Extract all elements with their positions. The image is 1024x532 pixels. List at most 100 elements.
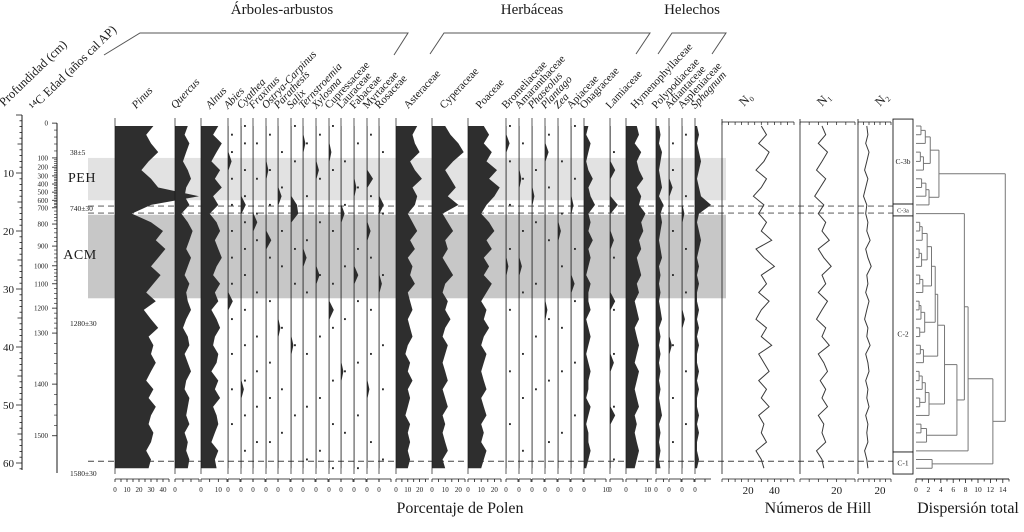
taxon-panel-Abies [228,126,233,469]
group-header-helechos: Helechos [664,2,720,18]
taxon-presence-dot [522,352,524,355]
taxon-presence-dot [306,195,308,198]
c14-date-label: 1580±30 [70,468,97,478]
taxon-presence-dot [294,125,296,127]
taxon-curve-Cyathea [241,126,246,469]
taxon-curve-Cyperaceae [432,126,464,469]
taxon-panel-Pinus [115,126,199,469]
taxon-presence-dot [281,186,283,189]
group-header-herbaceas: Herbáceas [500,2,564,18]
taxon-tick-label: 0 [199,486,203,494]
taxon-presence-dot [370,256,372,259]
taxon-presence-dot [319,335,321,338]
taxon-presence-dot [574,125,576,127]
taxon-presence-dot [231,423,233,426]
taxon-curve-Rosaceae [379,126,384,469]
taxon-tick-label: 20 [491,486,499,494]
taxon-presence-dot [269,133,271,136]
taxon-presence-dot [231,318,233,321]
taxon-tick-label: 10 [442,486,450,494]
taxon-panel-Salix [291,125,299,469]
taxon-presence-dot [332,282,334,285]
depth-tick-label: 30 [3,284,15,296]
taxon-curve-Sphagnum [695,126,711,469]
cluster-zone-label-C-3b: C-3b [896,157,911,166]
caption-hill: Números de Hill [764,500,872,517]
taxon-tick-label: 0 [624,486,628,494]
taxon-presence-dot [244,247,246,250]
taxon-curve-Fabaceae [354,126,359,469]
taxon-presence-dot [382,388,384,391]
taxon-tick-label: 0 [543,486,547,494]
age-tick-label: 200 [38,164,49,172]
age-tick-label: 500 [38,189,49,197]
taxon-tick-label: 0 [556,486,560,494]
taxon-presence-dot [256,370,258,373]
taxon-tick-label: 40 [160,486,168,494]
taxon-presence-dot [357,300,359,303]
taxon-panel-Hymenophyllaceae [626,126,646,469]
taxon-presence-dot [522,177,524,180]
hill-panel-2 [862,125,872,469]
taxon-presence-dot [522,230,524,232]
taxon-presence-dot [306,458,308,461]
taxon-presence-dot [548,239,550,242]
taxon-presence-dot [548,379,550,382]
taxon-panel-Fabaceae [354,126,359,470]
group-bracket-helechos [657,32,727,55]
taxon-presence-dot [256,441,258,444]
taxon-presence-dot [269,256,271,259]
taxon-presence-dot [672,169,674,171]
taxon-curve-Alnus [201,126,222,469]
dispersion-tick-label: 2 [927,485,931,494]
dispersion-tick-label: 6 [951,485,955,494]
age-tick-label: 100 [38,154,49,162]
taxon-tick-label: 0 [582,486,586,494]
taxon-presence-dot [672,344,674,347]
taxon-tick-label: 20 [455,486,463,494]
taxon-curve-Adiantaceae [669,126,673,469]
taxon-presence-dot [357,186,359,189]
taxon-presence-dot [685,423,687,426]
taxon-presence-dot [231,388,233,391]
taxon-presence-dot [685,195,687,198]
taxon-curve-Apiaceae [571,126,575,469]
taxon-presence-dot [244,142,246,145]
depth-tick-label: 50 [3,400,15,412]
taxon-presence-dot [306,291,308,294]
taxon-curve-Quercus [175,126,193,469]
taxon-presence-dot [685,247,687,250]
taxon-presence-dot [357,361,359,364]
age-tick-label: 1000 [34,262,49,270]
hill-panel-0 [752,125,776,469]
taxon-tick-label: 0 [430,486,434,494]
taxon-panel-Sphagnum [695,126,711,469]
taxon-presence-dot [535,282,537,285]
taxon-curve-Poaceae [468,126,500,469]
age-tick-label: 400 [38,181,49,189]
age-tick-label: 300 [38,172,49,180]
hill-panel-1 [814,125,832,469]
taxon-presence-dot [306,405,308,408]
taxon-presence-dot [344,370,346,373]
hill-tick-label: 20 [831,485,843,497]
dispersion-tick-label: 4 [939,485,943,494]
taxon-presence-dot [269,441,271,444]
taxon-presence-dot [231,151,233,154]
zone-label-acm: ACM [63,248,97,263]
taxon-presence-dot [672,274,674,276]
taxon-presence-dot [613,256,615,259]
taxon-presence-dot [256,212,258,215]
taxon-presence-dot [382,274,384,276]
taxon-tick-label: 10 [404,486,412,494]
taxon-curve-Fraxinus [253,126,258,469]
taxon-presence-dot [244,414,246,417]
dispersion-tick-label: 0 [914,485,918,494]
taxon-presence-dot [672,441,674,444]
taxon-presence-dot [370,195,372,198]
taxon-curve-Xylosma [316,126,320,469]
taxon-presence-dot [319,221,321,224]
taxon-tick-label: 0 [569,486,573,494]
taxon-curve-Cupressaceae [329,126,334,469]
